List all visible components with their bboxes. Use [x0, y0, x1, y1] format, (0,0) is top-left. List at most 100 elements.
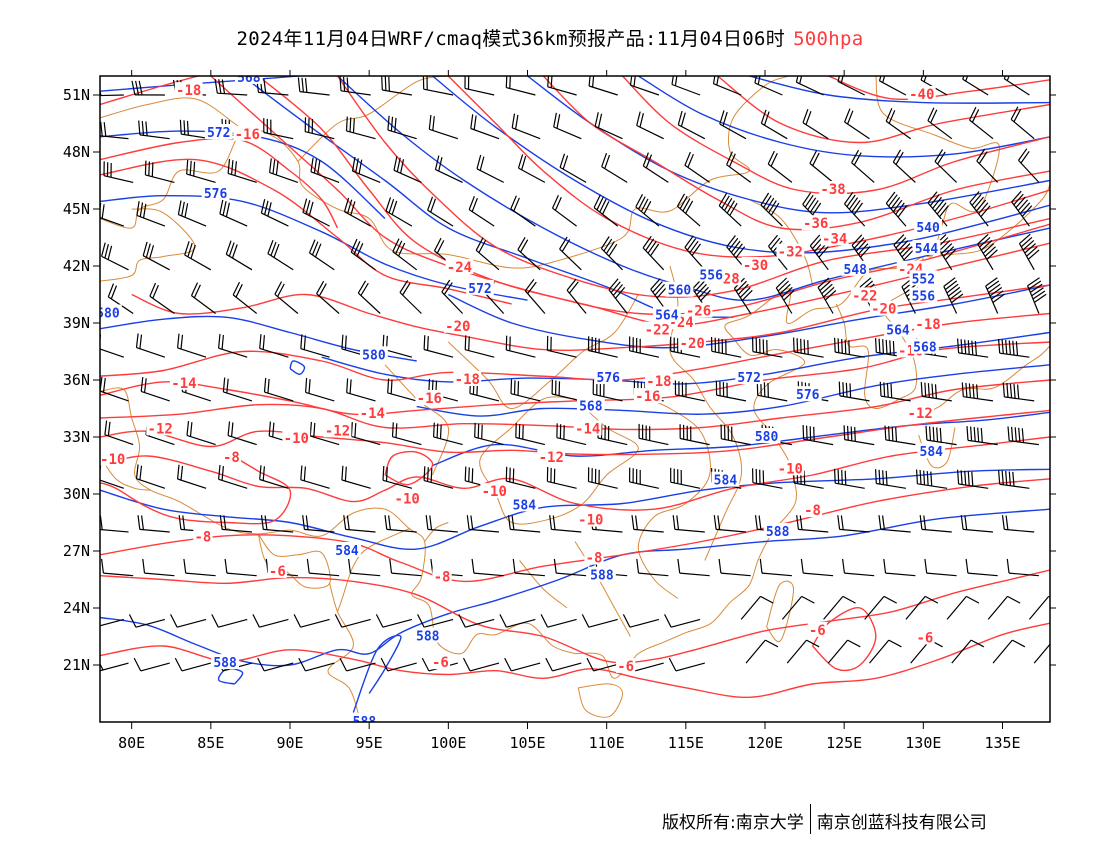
- label-mask: [616, 657, 636, 673]
- wind-barb-shaft: [992, 639, 1013, 664]
- wind-barb-shaft: [103, 175, 134, 183]
- border-line: [766, 580, 795, 643]
- wind-barb-flag: [726, 151, 733, 165]
- temperature-contour: [100, 436, 1050, 511]
- wind-barb-flag: [807, 197, 817, 211]
- wind-barb-flag: [302, 198, 308, 213]
- wind-barb-flag: [309, 421, 312, 437]
- y-tick-label: 33N: [63, 428, 90, 446]
- temperature-label: -8: [223, 450, 240, 466]
- wind-barb-shaft: [346, 130, 376, 140]
- wind-barb-flag: [394, 117, 397, 133]
- wind-barb-flag: [875, 469, 877, 484]
- temperature-label: -32: [778, 245, 803, 261]
- wind-barb-flag: [837, 76, 841, 82]
- wind-barb-flag: [400, 159, 405, 174]
- wind-barb-shaft: [300, 618, 330, 628]
- wind-barb-flag: [193, 284, 201, 298]
- wind-barb-shaft: [963, 396, 994, 402]
- wind-barb-flag: [350, 201, 356, 216]
- wind-barb-flag: [806, 639, 820, 648]
- wind-barb-shaft: [553, 126, 582, 140]
- wind-barb-flag: [592, 76, 595, 88]
- wind-barb-flag: [964, 470, 967, 486]
- wind-barb-flag: [102, 378, 106, 393]
- wind-barb-flag: [110, 285, 118, 300]
- border-line: [637, 394, 711, 599]
- wind-barb-flag: [559, 153, 566, 168]
- label-mask: [711, 471, 740, 487]
- wind-barb-flag: [343, 197, 350, 212]
- y-tick-label: 51N: [63, 86, 90, 104]
- wind-barb-flag: [765, 197, 775, 211]
- wind-barb-shaft: [350, 251, 376, 271]
- wind-barb-flag: [957, 469, 960, 485]
- wind-barb-shaft: [136, 347, 166, 358]
- border-line: [100, 455, 151, 491]
- wind-barb-flag: [932, 426, 935, 442]
- label-mask: [100, 450, 127, 466]
- x-tick-label: 130E: [905, 734, 941, 752]
- wind-barb-shaft: [387, 662, 417, 672]
- wind-barb-flag: [268, 421, 271, 436]
- wind-barb-flag: [1006, 76, 1010, 81]
- wind-barb-flag: [1013, 193, 1024, 206]
- wind-barb-flag: [930, 109, 938, 124]
- wind-barb-flag: [853, 202, 863, 215]
- wind-barb-flag: [694, 280, 705, 293]
- wind-barb-flag: [642, 235, 652, 249]
- temperature-label: -20: [445, 319, 470, 335]
- wind-barb-flag: [733, 243, 743, 256]
- wind-barb-flag: [346, 515, 350, 530]
- wind-barb-flag: [924, 595, 939, 604]
- wind-barb-shaft: [316, 293, 340, 314]
- wind-barb-shaft: [592, 528, 623, 533]
- wind-barb-shaft: [926, 572, 957, 577]
- wind-barb-flag: [878, 469, 881, 485]
- wind-barb-shaft: [917, 483, 948, 489]
- wind-barb-flag: [524, 279, 535, 292]
- label-mask: [100, 304, 122, 320]
- wind-barb-flag: [343, 515, 347, 530]
- wind-barb-shaft: [922, 395, 952, 402]
- wind-barb-flag: [1008, 340, 1011, 355]
- wind-barb-flag: [813, 426, 815, 442]
- wind-barb-flag: [767, 150, 775, 165]
- wind-barb-flag: [1019, 233, 1031, 245]
- height-label: 572: [207, 126, 230, 141]
- temperature-contour: [542, 76, 1050, 231]
- wind-barb-flag: [358, 159, 363, 174]
- wind-barb-flag: [809, 200, 819, 213]
- wind-barb-flag: [809, 234, 821, 247]
- wind-barb-shaft: [962, 78, 989, 96]
- wind-barb-flag: [221, 466, 224, 481]
- wind-barb-flag: [689, 240, 699, 254]
- wind-barb-flag: [399, 280, 409, 293]
- wind-barb-flag: [684, 151, 691, 166]
- wind-barb-shaft: [309, 252, 335, 271]
- wind-barb-shaft: [186, 173, 216, 183]
- wind-barb-flag: [334, 614, 343, 628]
- wind-barb-shaft: [670, 350, 701, 358]
- wind-barb-shaft: [464, 87, 495, 96]
- wind-barb-flag: [636, 558, 640, 574]
- copyright-note: 版权所有:南京大学 南京创蓝科技有限公司: [662, 804, 987, 838]
- wind-barb-flag: [973, 427, 976, 442]
- wind-barb-flag: [850, 426, 853, 441]
- wind-barb-flag: [804, 194, 814, 208]
- wind-barb-shaft: [386, 528, 417, 533]
- height-label: 544: [915, 242, 939, 257]
- wind-barb-shaft: [760, 204, 783, 227]
- wind-barb-flag: [474, 422, 476, 438]
- wind-barb-flag: [892, 199, 903, 212]
- label-mask: [801, 215, 830, 231]
- temperature-label: -18: [646, 374, 671, 390]
- wind-barb-flag: [901, 246, 913, 258]
- wind-barb-flag: [878, 76, 882, 81]
- wind-barb-flag: [306, 558, 310, 574]
- wind-barb-flag: [763, 111, 770, 126]
- wind-barb-flag: [1013, 108, 1022, 122]
- wind-barb-flag: [360, 282, 369, 296]
- wind-barb-shaft: [100, 135, 129, 140]
- y-tick-label: 21N: [63, 656, 90, 674]
